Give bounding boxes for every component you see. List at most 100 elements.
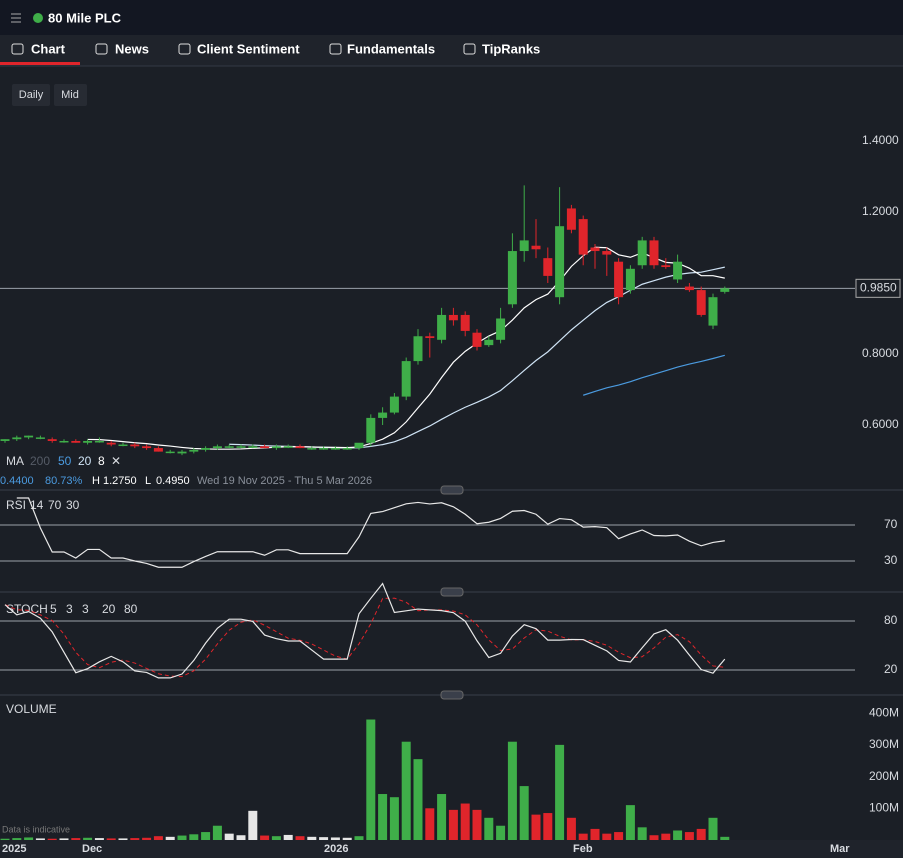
volume-bar xyxy=(260,835,270,840)
panel-handle[interactable] xyxy=(440,690,464,700)
tab-icon xyxy=(95,43,108,55)
volume-bar xyxy=(153,836,163,840)
candle-body xyxy=(472,332,482,347)
panel-handle[interactable] xyxy=(440,485,464,495)
volume-bar xyxy=(354,836,364,840)
candle-body xyxy=(649,240,659,266)
volume-bar xyxy=(177,835,187,840)
y-tick-label: 0.8000 xyxy=(862,346,899,360)
candle-body xyxy=(401,361,411,397)
info-low: 0.4950 xyxy=(156,475,190,487)
volume-bar xyxy=(24,837,34,840)
tab[interactable]: Client Sentiment xyxy=(197,41,300,56)
rsi-label: RSI xyxy=(6,498,26,512)
volume-bar xyxy=(696,828,706,840)
candle-body xyxy=(684,286,694,291)
volume-bar xyxy=(661,833,671,840)
candle-body xyxy=(35,437,45,439)
volume-bar xyxy=(378,794,388,840)
volume-bar xyxy=(519,786,529,840)
x-tick-label: 2026 xyxy=(324,843,348,855)
volume-bar xyxy=(448,809,458,840)
volume-bar xyxy=(47,838,57,840)
interval-button[interactable] xyxy=(12,84,50,106)
candle-body xyxy=(507,251,517,305)
volume-bar xyxy=(708,817,718,840)
candle-body xyxy=(12,437,22,440)
candle-body xyxy=(637,240,647,266)
tab[interactable]: Chart xyxy=(31,41,66,56)
volume-bar xyxy=(94,838,104,840)
candle-body xyxy=(590,247,600,252)
candle-body xyxy=(425,336,435,339)
ma-label: MA xyxy=(6,454,24,468)
candle-body xyxy=(165,451,175,454)
candle-body xyxy=(212,446,222,449)
tab-icon xyxy=(329,43,342,55)
interval-label[interactable]: Daily xyxy=(19,89,44,101)
candle-body xyxy=(118,444,128,447)
volume-tick-label: 300M xyxy=(869,737,899,751)
candle-body xyxy=(224,446,234,448)
ma-period: 50 xyxy=(58,454,72,468)
candle-body xyxy=(260,446,270,449)
info-range: Wed 19 Nov 2025 - Thu 5 Mar 2026 xyxy=(197,475,372,487)
volume-bar xyxy=(130,838,140,840)
status-dot xyxy=(33,13,43,23)
tab[interactable]: News xyxy=(115,41,149,56)
ma-line xyxy=(583,354,725,396)
candle-body xyxy=(614,261,624,298)
candle-body xyxy=(295,446,305,449)
close[interactable]: ✕ xyxy=(111,454,121,468)
volume-bar xyxy=(507,741,517,840)
rsi-param: 70 xyxy=(48,498,62,512)
candle-body xyxy=(555,226,565,298)
volume-tick-label: 200M xyxy=(869,769,899,783)
candle-body xyxy=(460,314,470,331)
candle-body xyxy=(720,288,730,292)
volume-bar xyxy=(543,813,553,840)
candle-body xyxy=(47,439,57,441)
volume-bar xyxy=(319,837,329,840)
stoch-k-line xyxy=(4,582,726,679)
candle-body xyxy=(189,449,199,452)
volume-bar xyxy=(484,817,494,840)
candle-body xyxy=(106,442,116,445)
volume-bar xyxy=(165,836,175,840)
panel-handle[interactable] xyxy=(440,587,464,597)
current-price-label: 0.9850 xyxy=(860,280,897,294)
candle-body xyxy=(578,219,588,255)
stoch-tick-label: 20 xyxy=(884,662,898,676)
volume-bar xyxy=(472,809,482,840)
top-bar xyxy=(0,0,903,35)
tab[interactable]: TipRanks xyxy=(482,41,540,56)
tab[interactable]: Fundamentals xyxy=(347,41,435,56)
volume-bar xyxy=(106,838,116,840)
volume-bar xyxy=(413,759,423,840)
y-tick-label: 1.2000 xyxy=(862,204,899,218)
volume-bar xyxy=(684,832,694,840)
volume-bar xyxy=(590,828,600,840)
menu-icon[interactable] xyxy=(11,13,21,23)
stoch-tick-label: 80 xyxy=(884,613,898,627)
candle-body xyxy=(543,258,553,276)
x-tick-label: Dec xyxy=(82,843,102,855)
candle-body xyxy=(307,448,317,450)
price-type-label[interactable]: Mid xyxy=(61,89,79,101)
volume-bar xyxy=(236,835,246,840)
candle-body xyxy=(283,446,293,448)
candle-body xyxy=(319,448,329,450)
volume-bar xyxy=(673,830,683,840)
candle-body xyxy=(342,448,352,450)
stoch-label: STOCH xyxy=(6,602,48,616)
volume-bar xyxy=(83,837,93,840)
info-high: 1.2750 xyxy=(103,475,137,487)
price-type-button[interactable] xyxy=(54,84,87,106)
volume-bar xyxy=(142,837,152,840)
candle-body xyxy=(24,435,34,438)
volume-bar xyxy=(614,832,624,840)
candle-body xyxy=(602,251,612,255)
candle-body xyxy=(83,440,93,443)
candle-body xyxy=(366,417,376,443)
